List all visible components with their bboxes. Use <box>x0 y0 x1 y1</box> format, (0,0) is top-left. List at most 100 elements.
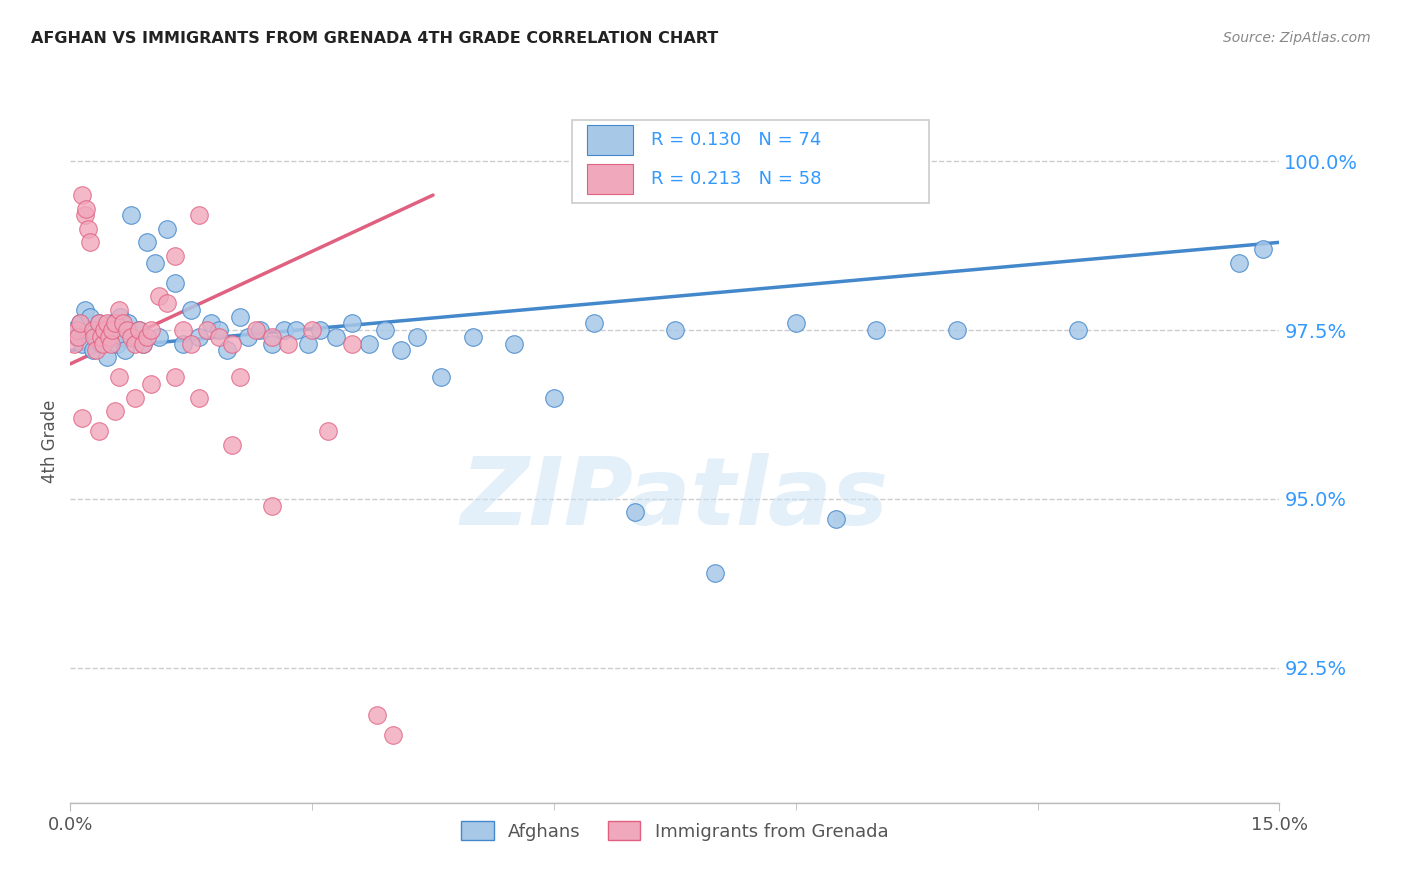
Point <box>128 323 150 337</box>
Point <box>664 323 686 337</box>
Point <box>73 208 96 222</box>
Point <box>120 330 142 344</box>
Point <box>63 336 86 351</box>
Point <box>79 235 101 250</box>
Point <box>825 512 848 526</box>
Point <box>208 323 231 337</box>
Point <box>148 289 170 303</box>
Point <box>221 438 243 452</box>
Point <box>785 317 807 331</box>
Point <box>342 317 364 331</box>
Point <box>82 323 104 337</box>
Point <box>77 323 100 337</box>
Point <box>87 317 110 331</box>
Text: ZIPatlas: ZIPatlas <box>461 453 889 545</box>
Point <box>273 323 295 337</box>
Point <box>104 323 127 337</box>
Text: R = 0.213   N = 58: R = 0.213 N = 58 <box>651 170 821 188</box>
Point <box>132 336 155 351</box>
Point <box>156 222 179 236</box>
Point <box>1067 323 1090 337</box>
Point <box>69 317 91 331</box>
Point <box>172 336 194 351</box>
Point <box>285 323 308 337</box>
Point <box>502 336 524 351</box>
Point <box>543 391 565 405</box>
Point <box>124 391 146 405</box>
Point <box>105 336 128 351</box>
Point <box>104 317 127 331</box>
Point <box>139 323 162 337</box>
Point <box>111 330 134 344</box>
Point <box>117 317 139 331</box>
Y-axis label: 4th Grade: 4th Grade <box>41 400 59 483</box>
Point <box>90 336 112 351</box>
Point <box>865 323 887 337</box>
Point <box>1227 255 1250 269</box>
Point <box>180 336 202 351</box>
Point <box>96 350 118 364</box>
Text: R = 0.130   N = 74: R = 0.130 N = 74 <box>651 131 821 149</box>
Point <box>221 336 243 351</box>
Point <box>111 317 134 331</box>
Point <box>79 310 101 324</box>
Point <box>165 249 187 263</box>
Point <box>87 317 110 331</box>
Point <box>148 330 170 344</box>
Point <box>73 302 96 317</box>
Point <box>135 330 157 344</box>
FancyBboxPatch shape <box>572 120 929 203</box>
Point <box>156 296 179 310</box>
Point <box>100 336 122 351</box>
Bar <box>586 164 633 194</box>
Point <box>309 323 332 337</box>
Point <box>277 336 299 351</box>
Bar <box>586 125 633 155</box>
Point <box>84 343 107 358</box>
Point <box>67 330 90 344</box>
Point <box>75 202 97 216</box>
Point <box>165 276 187 290</box>
Point <box>180 302 202 317</box>
Point <box>316 425 339 439</box>
Point <box>110 310 132 324</box>
Point <box>66 323 89 337</box>
Point <box>114 343 136 358</box>
Point <box>124 336 146 351</box>
Point <box>430 370 453 384</box>
Point <box>389 343 412 358</box>
Point <box>107 370 129 384</box>
Point <box>120 208 142 222</box>
Text: AFGHAN VS IMMIGRANTS FROM GRENADA 4TH GRADE CORRELATION CHART: AFGHAN VS IMMIGRANTS FROM GRENADA 4TH GR… <box>31 31 718 46</box>
Point <box>98 330 121 344</box>
Point <box>188 330 211 344</box>
Point <box>72 336 94 351</box>
Point <box>115 323 138 337</box>
Point <box>96 317 118 331</box>
Point <box>98 330 121 344</box>
Point <box>77 222 100 236</box>
Point <box>260 336 283 351</box>
Point <box>132 336 155 351</box>
Point <box>69 317 91 331</box>
Point <box>83 330 105 344</box>
Point <box>72 188 94 202</box>
Point <box>128 323 150 337</box>
Point <box>107 302 129 317</box>
Point <box>188 391 211 405</box>
Point <box>188 208 211 222</box>
Point <box>245 323 267 337</box>
Point <box>72 411 94 425</box>
Point <box>946 323 969 337</box>
Point <box>260 330 283 344</box>
Point <box>208 330 231 344</box>
Point <box>374 323 396 337</box>
Point <box>87 425 110 439</box>
Point <box>228 310 250 324</box>
Point <box>101 317 124 331</box>
Point <box>217 343 239 358</box>
Point <box>91 336 114 351</box>
Point <box>93 323 115 337</box>
Point <box>704 566 727 581</box>
Point <box>301 323 323 337</box>
